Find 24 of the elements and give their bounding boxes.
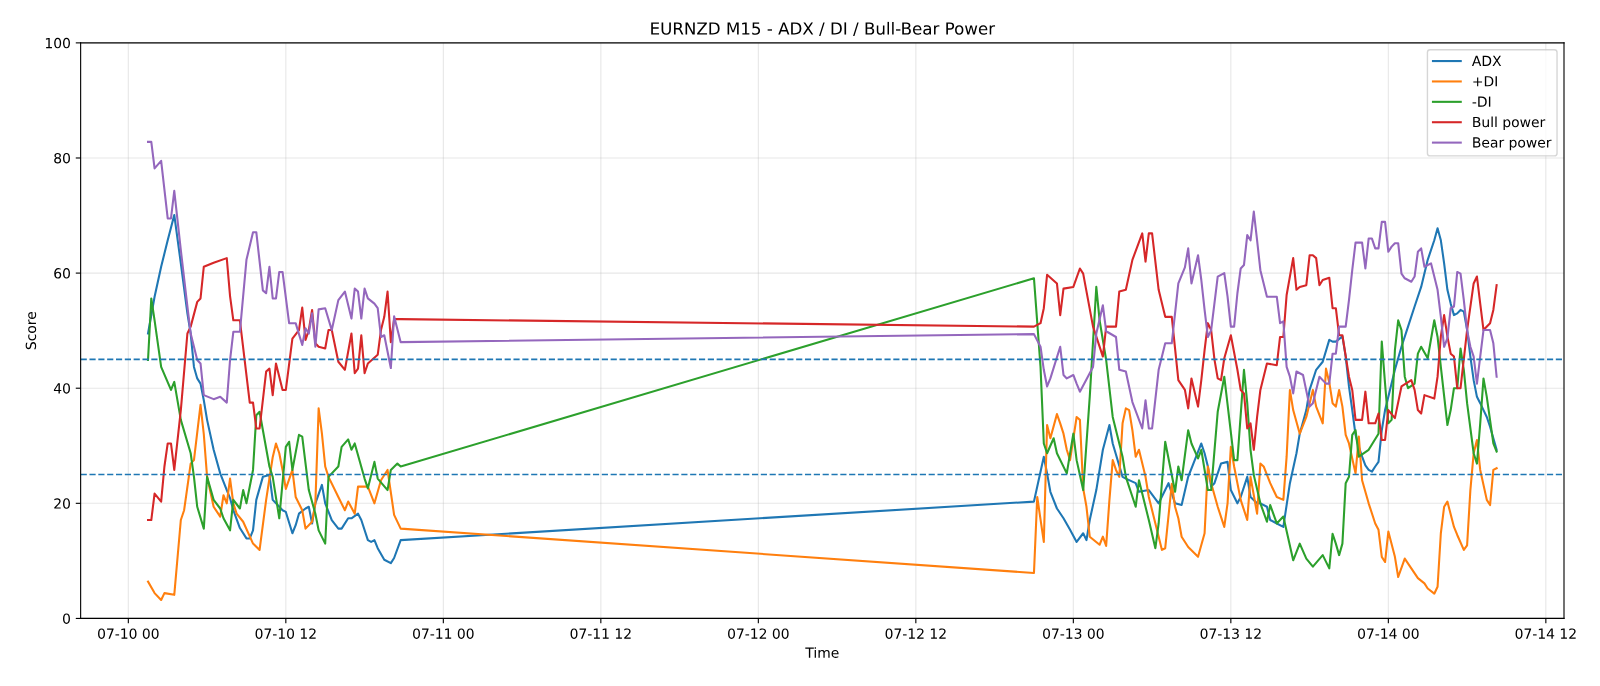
x-tick-label: 07-14 12 — [1515, 628, 1576, 639]
y-tick-label: 40 — [53, 383, 70, 394]
x-axis-title: Time — [805, 647, 839, 658]
y-tick-label: 20 — [54, 498, 70, 509]
legend-label: ADX — [1471, 55, 1502, 66]
y-tick-label: 80 — [54, 152, 70, 164]
x-tick-label: 07-10 00 — [98, 628, 159, 639]
x-tick-label: 07-11 12 — [570, 628, 631, 639]
legend-label: +DI — [1473, 76, 1497, 87]
x-tick-label: 07-12 12 — [885, 628, 946, 639]
y-tick-label: 0 — [63, 613, 70, 624]
legend-label: Bear power — [1473, 137, 1552, 151]
y-axis-title: Score — [25, 311, 37, 350]
y-tick-label: 60 — [54, 268, 70, 279]
x-tick-label: 07-13 00 — [1043, 628, 1104, 639]
x-tick-label: 07-14 00 — [1358, 628, 1419, 639]
legend-label: -DI — [1472, 96, 1491, 107]
chart-title: EURNZD M15 - ADX / DI / Bull-Bear Power — [651, 21, 996, 37]
y-tick-label: 100 — [45, 37, 70, 49]
x-tick-label: 07-10 12 — [255, 628, 316, 639]
x-tick-label: 07-11 00 — [413, 628, 474, 639]
legend-label: Bull power — [1473, 116, 1546, 130]
x-tick-label: 07-12 00 — [728, 628, 789, 639]
x-tick-label: 07-13 12 — [1200, 628, 1261, 639]
